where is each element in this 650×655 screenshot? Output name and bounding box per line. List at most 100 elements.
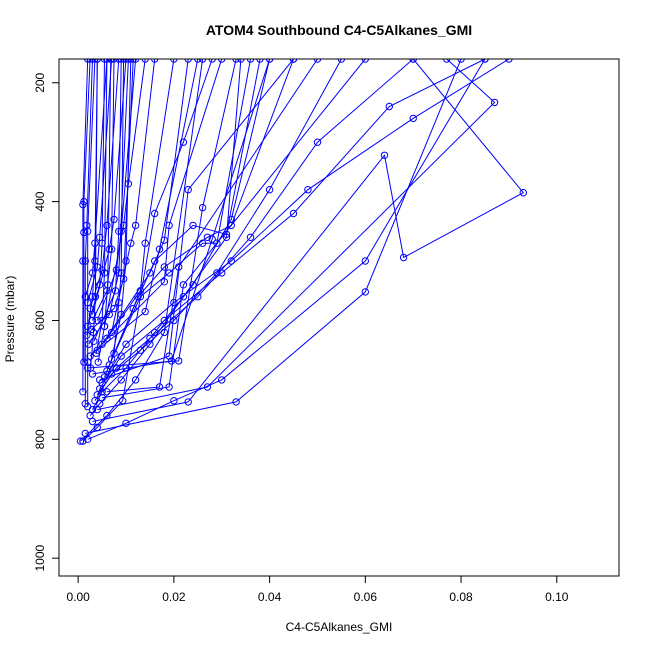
- data-point: [104, 281, 112, 289]
- data-point: [179, 293, 188, 301]
- data-point: [110, 304, 118, 313]
- data-point: [203, 383, 212, 391]
- data-point: [160, 316, 169, 325]
- series-44-line: [95, 59, 108, 354]
- data-point: [218, 59, 226, 63]
- data-point: [155, 245, 164, 253]
- data-point: [105, 245, 114, 253]
- data-point: [107, 328, 116, 337]
- data-point: [246, 59, 255, 63]
- data-point: [151, 328, 159, 337]
- data-point: [313, 138, 322, 146]
- data-point: [88, 405, 97, 414]
- data-point: [110, 215, 118, 224]
- series-34: [103, 59, 298, 375]
- data-point: [184, 186, 192, 194]
- data-point: [122, 419, 130, 427]
- series-32: [98, 59, 513, 387]
- y-tick-label: 1000: [33, 545, 47, 572]
- data-point: [131, 221, 140, 230]
- y-tick-label: 200: [33, 72, 47, 92]
- series-35-line: [108, 59, 251, 366]
- data-point: [141, 307, 149, 316]
- data-point: [103, 221, 111, 230]
- data-point: [227, 221, 236, 230]
- x-tick-label: 0.10: [545, 590, 569, 604]
- data-point: [91, 293, 100, 301]
- x-tick-label: 0.06: [354, 590, 378, 604]
- data-point: [443, 59, 451, 63]
- data-point: [481, 59, 489, 63]
- data-point: [313, 59, 322, 63]
- data-point: [155, 383, 164, 391]
- x-tick-label: 0.08: [449, 590, 473, 604]
- data-point: [304, 186, 312, 194]
- data-point: [105, 310, 114, 319]
- plot-frame: [58, 58, 620, 577]
- series-24-line: [83, 59, 91, 363]
- data-point: [265, 59, 274, 63]
- series-34-line: [106, 59, 294, 372]
- data-point: [213, 239, 221, 247]
- data-point: [289, 209, 298, 218]
- data-point: [380, 151, 389, 160]
- data-point: [203, 233, 212, 242]
- data-point: [151, 59, 159, 63]
- series-43: [90, 59, 125, 345]
- series-35: [105, 59, 255, 369]
- series-12-line: [89, 59, 223, 357]
- data-point: [246, 233, 255, 242]
- series-7-line: [102, 59, 366, 399]
- data-point: [218, 376, 226, 384]
- data-point: [115, 59, 123, 63]
- data-point: [409, 114, 417, 123]
- data-point: [256, 59, 264, 63]
- series-43-line: [93, 59, 122, 342]
- data-point: [151, 257, 159, 265]
- data-point: [184, 59, 192, 63]
- data-point: [361, 257, 369, 265]
- series-9-line: [99, 59, 294, 381]
- data-point: [232, 398, 240, 406]
- data-point: [337, 59, 346, 63]
- data-point: [79, 388, 87, 396]
- data-point: [129, 59, 137, 63]
- series-42-line: [91, 59, 134, 330]
- data-point: [115, 269, 123, 277]
- data-point: [505, 59, 513, 63]
- data-point: [124, 59, 133, 63]
- data-point: [184, 398, 192, 406]
- data-point: [88, 59, 97, 63]
- data-point: [96, 281, 104, 289]
- series-5: [88, 59, 527, 426]
- data-point: [146, 334, 154, 342]
- data-point: [110, 349, 118, 357]
- series-23-line: [82, 59, 89, 392]
- series-8-line: [106, 59, 318, 393]
- data-point: [84, 59, 92, 63]
- data-point: [189, 281, 197, 289]
- series-32-line: [101, 59, 510, 384]
- series-42: [87, 59, 137, 334]
- series-23: [79, 59, 92, 396]
- data-point: [170, 298, 178, 307]
- data-point: [194, 59, 202, 63]
- data-point: [115, 227, 123, 236]
- data-point: [89, 328, 98, 337]
- x-tick-label: 0.04: [258, 590, 282, 604]
- data-point: [119, 59, 128, 63]
- y-tick-label: 600: [33, 310, 47, 330]
- data-layer: [76, 59, 527, 445]
- data-point: [289, 59, 298, 63]
- data-point: [103, 59, 111, 63]
- data-point: [160, 278, 169, 286]
- data-point: [80, 197, 88, 206]
- data-point: [107, 59, 115, 63]
- data-point: [170, 59, 178, 63]
- data-point: [91, 59, 99, 63]
- data-point: [83, 331, 91, 339]
- data-point: [213, 269, 221, 277]
- data-point: [490, 98, 499, 107]
- data-point: [189, 221, 197, 230]
- series-4-line: [85, 59, 462, 434]
